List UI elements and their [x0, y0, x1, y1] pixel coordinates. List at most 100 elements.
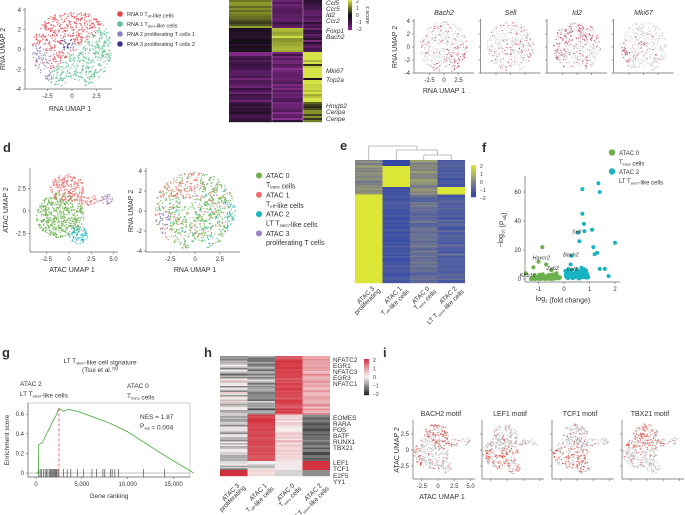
umap-point: [62, 207, 64, 210]
umap-point: [462, 36, 464, 38]
umap-point: [439, 64, 441, 67]
umap-point: [528, 42, 530, 44]
umap-point: [66, 209, 69, 212]
umap-point: [213, 194, 215, 196]
heatmap-cell: [272, 18, 303, 21]
umap-point: [635, 47, 637, 49]
umap-point: [97, 71, 99, 74]
umap-point: [654, 26, 656, 28]
umap-point: [578, 29, 580, 31]
umap-point: [652, 42, 654, 44]
umap-point: [162, 223, 164, 225]
umap-point: [51, 191, 54, 193]
heatmap-cell: [410, 190, 438, 192]
umap-point: [51, 202, 54, 205]
umap-point: [455, 53, 457, 55]
umap-point: [518, 65, 520, 67]
umap-point: [562, 47, 564, 49]
umap-point: [203, 175, 206, 177]
umap-point: [575, 45, 577, 48]
heatmap-cell: [410, 191, 438, 194]
umap-point: [513, 21, 515, 24]
umap-point: [71, 203, 74, 206]
heatmap-cell: [382, 181, 410, 183]
umap-point: [91, 59, 93, 61]
umap-point: [80, 41, 83, 43]
umap-point: [205, 219, 207, 221]
umap-point: [439, 41, 441, 43]
umap-point: [53, 183, 55, 186]
umap-point: [56, 181, 58, 184]
heatmap-cell: [303, 90, 322, 93]
umap-point: [219, 196, 222, 198]
umap-point: [65, 201, 67, 203]
umap-point: [437, 27, 439, 29]
umap-point: [49, 203, 51, 205]
heatmap-cell: [410, 179, 438, 182]
umap-point: [522, 46, 524, 48]
umap-point: [92, 65, 94, 68]
umap-point: [174, 231, 177, 233]
umap-point: [169, 229, 171, 231]
umap-point: [649, 65, 652, 67]
umap-point: [513, 64, 516, 66]
umap-point: [428, 42, 430, 44]
umap-point: [526, 55, 528, 57]
heatmap-cell: [355, 191, 383, 194]
heatmap-cell: [410, 185, 438, 188]
umap-point: [647, 22, 650, 24]
x-tick-label: -2.5: [424, 78, 435, 84]
umap-point: [65, 74, 67, 76]
umap-point: [512, 45, 514, 47]
umap-point: [568, 26, 571, 28]
umap-point: [71, 59, 73, 61]
umap-point: [76, 195, 79, 197]
umap-point: [515, 25, 517, 27]
colorbar-step: [348, 19, 352, 21]
umap-point: [76, 31, 78, 33]
umap-point: [48, 56, 51, 58]
umap-point: [82, 191, 84, 193]
umap-point: [632, 46, 634, 48]
umap-point: [447, 30, 449, 33]
umap-point: [583, 62, 585, 64]
umap-point: [438, 38, 440, 41]
umap-point: [59, 210, 61, 212]
umap-point: [103, 45, 105, 47]
umap-point: [63, 47, 66, 49]
umap-point: [70, 209, 73, 212]
umap-point: [584, 31, 586, 33]
umap-point: [656, 62, 659, 64]
heatmap-cell: [382, 190, 410, 192]
umap-point: [504, 53, 506, 55]
umap-point: [210, 182, 212, 184]
umap-point: [591, 37, 593, 39]
heatmap-cell: [355, 199, 383, 201]
heatmap-cell: [410, 217, 438, 219]
umap-point: [423, 38, 425, 40]
umap-point: [87, 61, 89, 63]
umap-point: [104, 42, 107, 45]
umap-point: [53, 17, 55, 20]
umap-point: [442, 61, 444, 63]
umap-point: [194, 201, 196, 204]
umap-point: [634, 23, 637, 25]
heatmap-cell: [303, 2, 322, 5]
umap-point: [175, 185, 177, 188]
umap-point: [70, 208, 72, 210]
umap-point: [216, 206, 219, 208]
umap-point: [213, 211, 215, 214]
umap-point: [221, 233, 223, 235]
umap-point: [185, 191, 187, 193]
umap-point: [589, 45, 591, 47]
umap-point: [98, 21, 100, 23]
heatmap-cell: [229, 98, 272, 101]
heatmap-cell: [303, 14, 322, 17]
umap-point: [61, 224, 63, 227]
heatmap-cell: [303, 30, 322, 33]
umap-point: [88, 43, 91, 45]
umap-point: [653, 59, 655, 61]
heatmap-cell: [410, 202, 438, 204]
umap-point: [50, 24, 52, 26]
legend-swatch: [256, 172, 262, 179]
